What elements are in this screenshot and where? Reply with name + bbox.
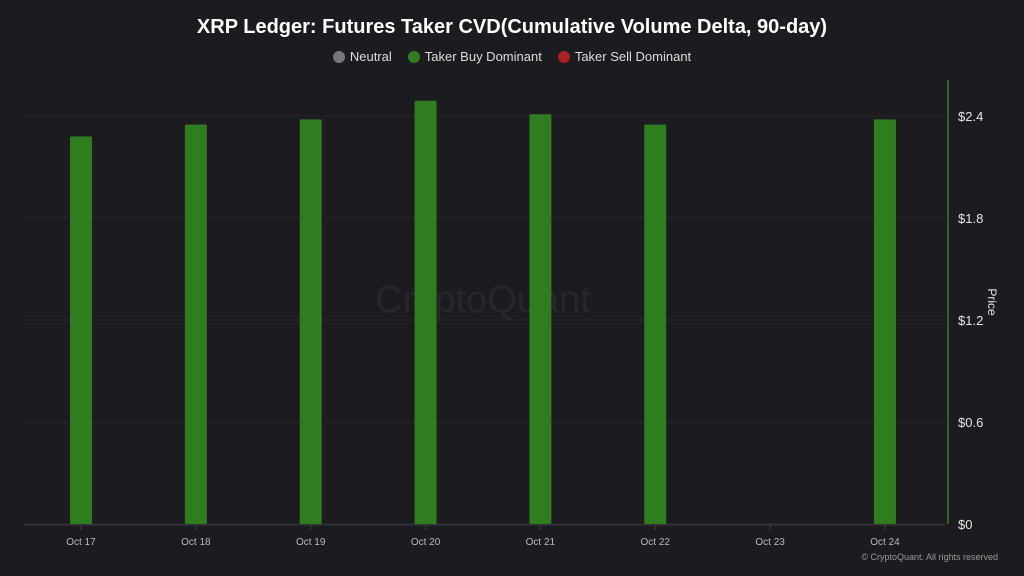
x-tick-label: Oct 24: [870, 537, 900, 548]
buy-dot-icon: [407, 50, 420, 63]
watermark: CryptoQuant: [375, 279, 591, 321]
legend-item-neutral[interactable]: Neutral: [332, 49, 392, 64]
y-tick-label: $1.2: [958, 313, 983, 328]
legend-item-buy[interactable]: Taker Buy Dominant: [407, 49, 542, 64]
x-tick-label: Oct 22: [641, 537, 671, 548]
bar: [299, 119, 322, 525]
y-axis-label: Price: [985, 288, 999, 316]
legend-label: Taker Sell Dominant: [574, 49, 692, 64]
x-tick-label: Oct 20: [411, 537, 441, 548]
x-tick-label: Oct 18: [181, 537, 211, 548]
x-tick-label: Oct 19: [296, 537, 326, 548]
sell-dot-icon: [557, 50, 570, 63]
bar: [414, 100, 437, 524]
y-tick-label: $1.8: [958, 211, 983, 226]
bar: [873, 119, 896, 525]
y-tick-label: $0: [958, 517, 972, 532]
chart-title: XRP Ledger: Futures Taker CVD(Cumulative…: [196, 16, 828, 38]
legend-label: Taker Buy Dominant: [424, 49, 542, 64]
neutral-dot-icon: [332, 50, 345, 63]
bar: [70, 136, 92, 524]
bar: [644, 124, 667, 524]
x-tick-label: Oct 17: [66, 537, 96, 548]
bar: [529, 114, 552, 525]
legend: Neutral Taker Buy Dominant Taker Sell Do…: [0, 49, 1024, 64]
legend-item-sell[interactable]: Taker Sell Dominant: [557, 49, 692, 64]
legend-label: Neutral: [349, 49, 392, 64]
x-tick-label: Oct 23: [755, 537, 785, 548]
y-tick-label: $0.6: [958, 415, 983, 430]
copyright: © CryptoQuant. All rights reserved: [861, 552, 998, 562]
bar: [184, 124, 207, 524]
x-tick-label: Oct 21: [526, 537, 556, 548]
y-tick-label: $2.4: [958, 109, 983, 124]
